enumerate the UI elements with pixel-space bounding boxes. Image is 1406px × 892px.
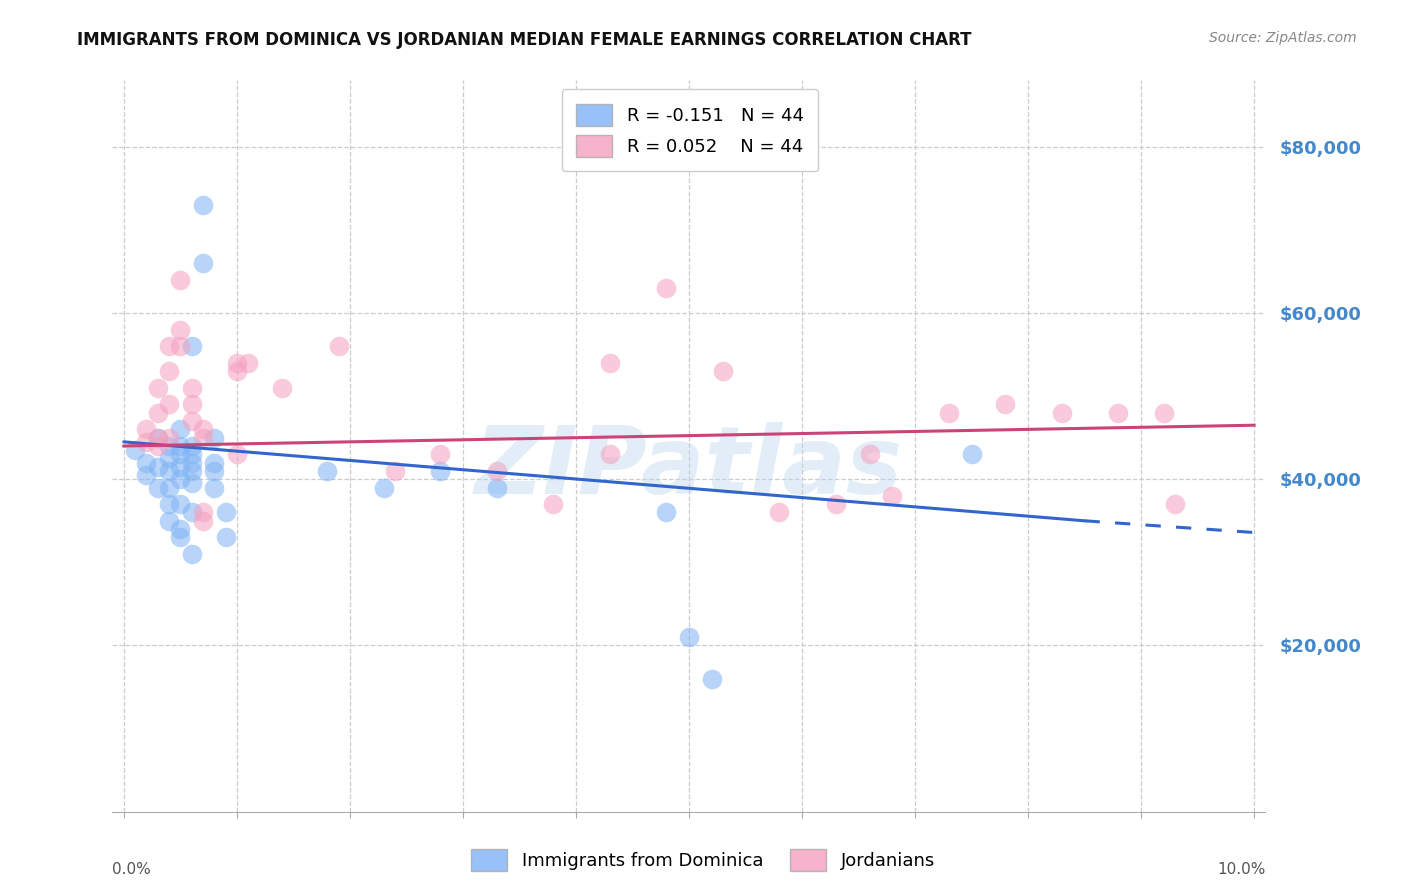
Point [135, 434, 157, 449]
Point [373, 481, 395, 495]
Point [169, 422, 191, 436]
Point [146, 439, 169, 453]
Point [180, 506, 202, 520]
Point [157, 481, 180, 495]
Point [169, 459, 191, 474]
Point [157, 364, 180, 378]
Point [214, 530, 236, 544]
Point [180, 439, 202, 453]
Point [1153, 406, 1175, 420]
Point [157, 451, 180, 466]
Point [225, 356, 247, 370]
Point [135, 456, 157, 470]
Point [543, 497, 565, 511]
Point [825, 497, 848, 511]
Point [225, 447, 247, 461]
Point [994, 397, 1017, 411]
Point [191, 514, 214, 528]
Point [180, 414, 202, 428]
Point [938, 406, 960, 420]
Point [236, 356, 259, 370]
Point [157, 439, 180, 453]
Point [169, 273, 191, 287]
Point [169, 323, 191, 337]
Point [316, 464, 339, 478]
Point [135, 468, 157, 483]
Point [700, 672, 723, 686]
Point [180, 447, 202, 461]
Point [180, 397, 202, 411]
Point [429, 464, 451, 478]
Point [711, 364, 734, 378]
Point [859, 447, 882, 461]
Point [169, 497, 191, 511]
Point [180, 339, 202, 353]
Point [180, 547, 202, 561]
Point [169, 439, 191, 453]
Point [180, 476, 202, 491]
Point [146, 431, 169, 445]
Point [169, 530, 191, 544]
Text: ZIPatlas: ZIPatlas [475, 422, 903, 514]
Text: Source: ZipAtlas.com: Source: ZipAtlas.com [1209, 31, 1357, 45]
Point [191, 422, 214, 436]
Point [157, 464, 180, 478]
Point [214, 506, 236, 520]
Point [191, 431, 214, 445]
Point [485, 464, 508, 478]
Point [146, 406, 169, 420]
Point [157, 339, 180, 353]
Point [202, 481, 225, 495]
Point [169, 472, 191, 486]
Point [191, 198, 214, 212]
Point [655, 281, 678, 295]
Point [678, 630, 700, 644]
Point [169, 522, 191, 536]
Point [599, 356, 621, 370]
Point [146, 459, 169, 474]
Point [157, 431, 180, 445]
Point [599, 447, 621, 461]
Point [882, 489, 904, 503]
Point [202, 456, 225, 470]
Point [225, 364, 247, 378]
Point [429, 447, 451, 461]
Point [146, 381, 169, 395]
Point [180, 464, 202, 478]
Point [146, 431, 169, 445]
Point [157, 514, 180, 528]
Point [202, 431, 225, 445]
Legend: R = -0.151   N = 44, R = 0.052    N = 44: R = -0.151 N = 44, R = 0.052 N = 44 [562, 89, 818, 171]
Point [157, 497, 180, 511]
Point [485, 481, 508, 495]
Point [169, 339, 191, 353]
Point [180, 381, 202, 395]
Point [191, 506, 214, 520]
Point [135, 422, 157, 436]
Point [191, 256, 214, 270]
Point [1107, 406, 1129, 420]
Point [1164, 497, 1187, 511]
Point [328, 339, 350, 353]
Point [655, 506, 678, 520]
Point [124, 443, 146, 458]
Text: IMMIGRANTS FROM DOMINICA VS JORDANIAN MEDIAN FEMALE EARNINGS CORRELATION CHART: IMMIGRANTS FROM DOMINICA VS JORDANIAN ME… [77, 31, 972, 49]
Point [169, 447, 191, 461]
Point [768, 506, 790, 520]
Point [146, 481, 169, 495]
Point [960, 447, 983, 461]
Point [202, 464, 225, 478]
Text: 0.0%: 0.0% [112, 862, 152, 877]
Point [157, 397, 180, 411]
Point [271, 381, 294, 395]
Point [180, 456, 202, 470]
Text: 10.0%: 10.0% [1218, 862, 1265, 877]
Point [384, 464, 406, 478]
Legend: Immigrants from Dominica, Jordanians: Immigrants from Dominica, Jordanians [464, 842, 942, 879]
Point [1050, 406, 1073, 420]
